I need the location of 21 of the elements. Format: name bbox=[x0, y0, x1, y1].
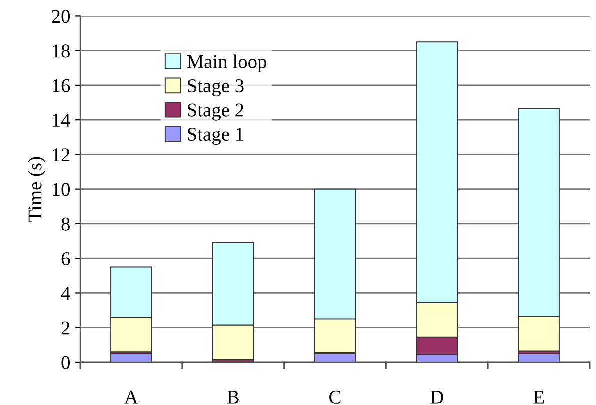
x-tick-label: A bbox=[124, 390, 138, 404]
legend-label: Stage 2 bbox=[188, 104, 244, 121]
x-tick-label: E bbox=[534, 391, 544, 404]
legend-label: Stage 3 bbox=[188, 80, 244, 97]
y-tick-label: 12 bbox=[53, 148, 70, 162]
x-tick-label: C bbox=[330, 390, 341, 404]
y-tick-label: 10 bbox=[53, 183, 70, 196]
y-tick-label: 16 bbox=[53, 79, 70, 92]
legend-label: Main loop bbox=[187, 54, 267, 72]
y-tick-label: 14 bbox=[53, 114, 70, 127]
y-tick-label: 2 bbox=[62, 322, 70, 335]
y-tick-label: 0 bbox=[62, 356, 70, 370]
legend-label: Stage 1 bbox=[188, 128, 244, 146]
x-tick-label: B bbox=[227, 391, 239, 404]
y-tick-label: 18 bbox=[53, 44, 70, 58]
y-tick-label: 6 bbox=[62, 252, 70, 266]
y-tick-label: 20 bbox=[52, 10, 70, 24]
y-tick-label: 4 bbox=[61, 287, 70, 300]
y-axis-title: Time (s) bbox=[28, 157, 46, 222]
y-tick-label: 8 bbox=[62, 218, 70, 231]
x-tick-label: D bbox=[430, 391, 444, 404]
